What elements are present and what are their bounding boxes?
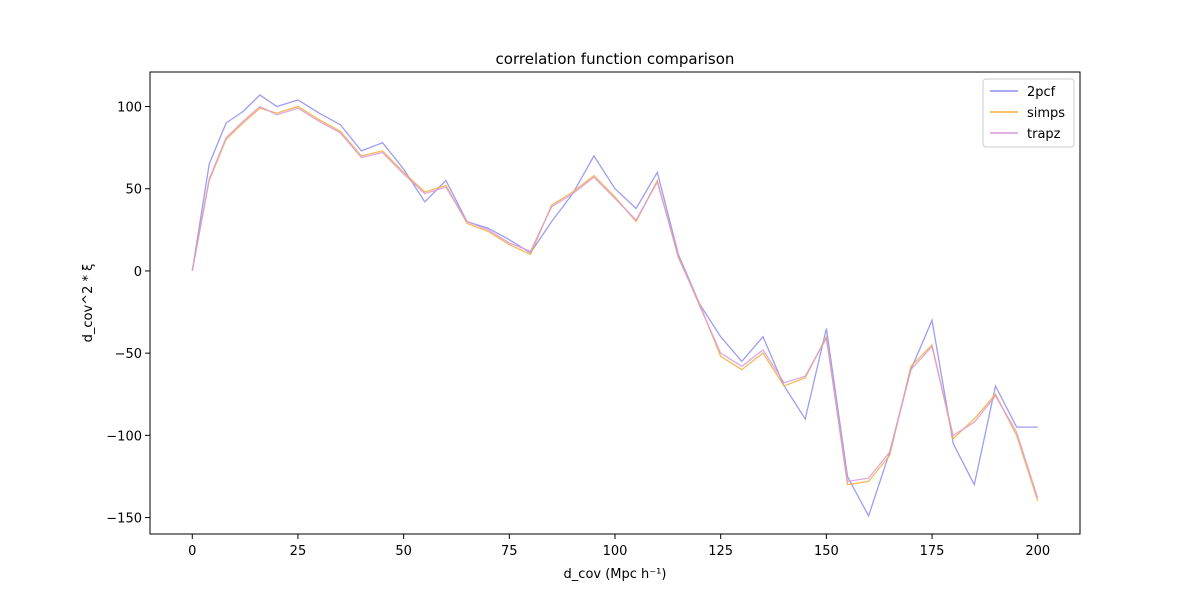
y-tick-label: −50: [115, 347, 142, 362]
y-tick-label: 50: [125, 183, 142, 198]
series-line-simps: [191, 105, 1039, 502]
chart-title: correlation function comparison: [496, 50, 735, 68]
x-tick-label: 100: [603, 544, 628, 559]
y-axis-ticks: −150 −100 −50 0 50 100: [106, 101, 150, 527]
y-tick-label: −150: [106, 512, 142, 527]
y-tick-label: −100: [106, 429, 142, 444]
y-axis-label: d_cov^2 * ξ: [81, 264, 96, 343]
x-axis-label: d_cov (Mpc h⁻¹): [564, 567, 667, 582]
x-tick-label: 75: [501, 544, 518, 559]
y-tick-label: 0: [134, 265, 142, 280]
x-tick-label: 0: [188, 544, 196, 559]
x-axis-ticks: 0 25 50 75 100 125 150 175 200: [188, 534, 1050, 559]
legend-label-2pcf: 2pcf: [1027, 85, 1056, 100]
legend-label-simps: simps: [1027, 106, 1065, 121]
plot-frame: [149, 71, 1081, 535]
x-tick-label: 200: [1025, 544, 1050, 559]
y-tick-label: 100: [117, 101, 142, 116]
series-line-trapz: [191, 105, 1039, 498]
x-tick-label: 50: [395, 544, 412, 559]
legend: 2pcf simps trapz: [982, 78, 1075, 148]
x-tick-label: 125: [708, 544, 733, 559]
series-line-2pcf: [191, 94, 1038, 518]
legend-label-trapz: trapz: [1027, 127, 1061, 142]
x-tick-label: 150: [814, 544, 839, 559]
legend-box: [982, 78, 1075, 148]
x-tick-label: 25: [290, 544, 307, 559]
plot-lines: [191, 94, 1039, 518]
x-tick-label: 175: [920, 544, 945, 559]
